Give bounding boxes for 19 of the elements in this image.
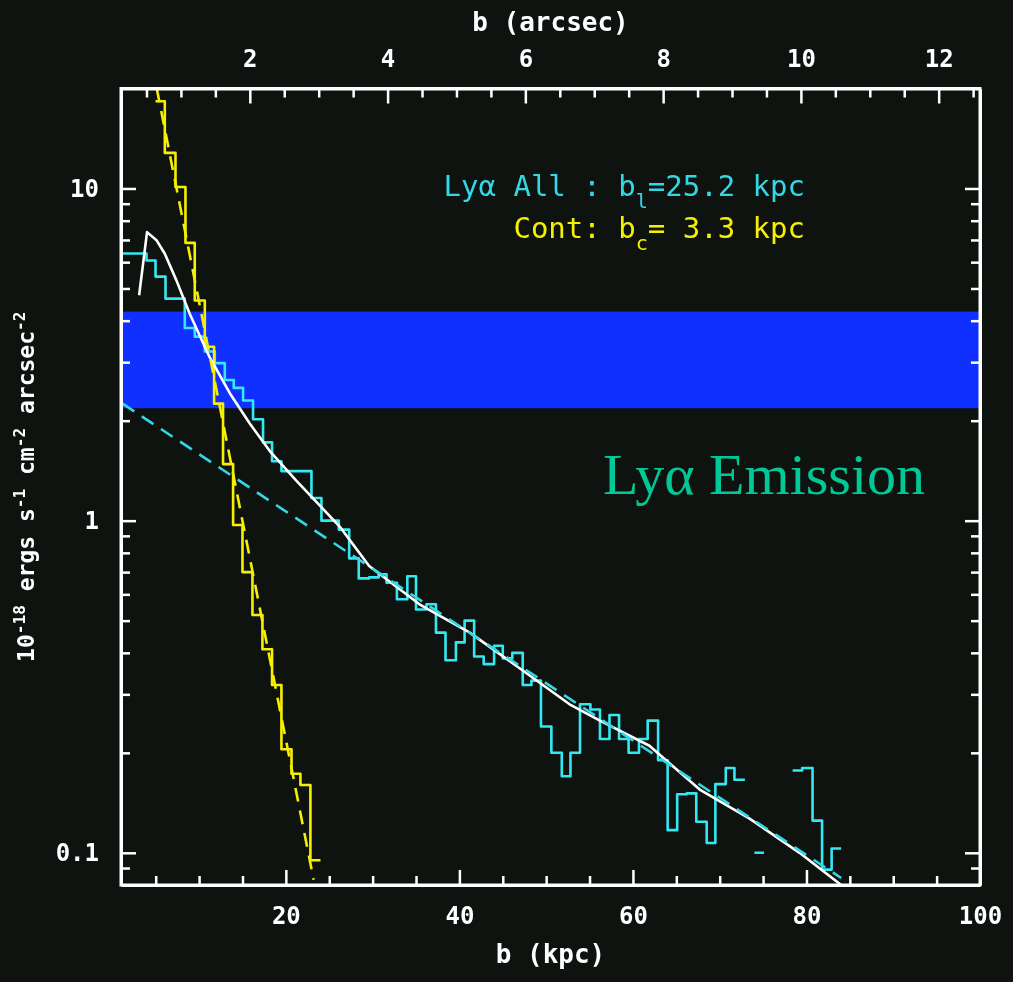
x2-tick-label: 2 [243, 44, 258, 73]
x-tick-label: 60 [618, 902, 648, 931]
x-tick-label: 80 [792, 902, 822, 931]
x-tick-label: 20 [271, 902, 301, 931]
x2-tick-label: 12 [924, 44, 954, 73]
x-tick-label: 40 [445, 902, 475, 931]
x2-tick-label: 6 [518, 44, 534, 73]
annotation: Lyα Emission [602, 441, 925, 507]
x2-axis-title: b (arcsec) [472, 6, 629, 37]
x2-tick-label: 8 [656, 44, 671, 73]
y-tick-label: 1 [84, 506, 99, 535]
x-tick-label: 100 [958, 902, 1003, 931]
x-axis-title: b (kpc) [495, 939, 606, 969]
y-tick-label: 0.1 [55, 838, 99, 867]
x2-tick-label: 10 [786, 44, 816, 73]
x2-tick-label: 4 [380, 44, 396, 73]
y-tick-label: 10 [70, 174, 99, 203]
text: Lyα All : b$_{l}$=25.2 kpc [443, 168, 805, 213]
text: Cont: b$_{c}$= 3.3 kpc [513, 210, 805, 255]
